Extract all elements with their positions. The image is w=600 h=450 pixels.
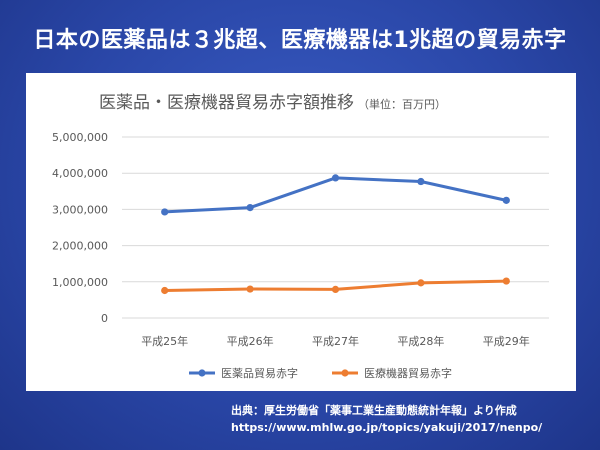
y-tick-label: 2,000,000 bbox=[52, 240, 108, 253]
data-point bbox=[417, 177, 425, 186]
data-point bbox=[246, 285, 254, 293]
legend-label: 医薬品貿易赤字 bbox=[221, 366, 298, 380]
data-point bbox=[161, 286, 169, 295]
data-point bbox=[417, 279, 425, 287]
y-tick-label: 1,000,000 bbox=[52, 276, 108, 289]
source-citation: 出典：厚生労働省「薬事工業生産動態統計年報」より作成 bbox=[231, 404, 517, 417]
data-point bbox=[331, 285, 340, 294]
series-line bbox=[163, 176, 508, 214]
x-tick-label: 平成28年 bbox=[397, 334, 444, 348]
data-point bbox=[331, 174, 340, 182]
source-note: 出典：厚生労働省「薬事工業生産動態統計年報」より作成 https://www.m… bbox=[231, 402, 542, 436]
source-url[interactable]: https://www.mhlw.go.jp/topics/yakuji/201… bbox=[231, 421, 543, 434]
x-tick-label: 平成27年 bbox=[312, 334, 359, 348]
data-point bbox=[502, 277, 510, 285]
legend-label: 医療機器貿易赤字 bbox=[364, 366, 452, 380]
x-tick-label: 平成26年 bbox=[227, 334, 274, 348]
x-tick-label: 平成29年 bbox=[483, 334, 530, 348]
chart-panel: 医薬品・医療機器貿易赤字額推移 （単位：百万円） 0 1,000,000 2,000,0… bbox=[26, 73, 576, 391]
chart-title: 医薬品・医療機器貿易赤字額推移 （単位：百万円） bbox=[99, 93, 446, 113]
y-tick-label: 4,000,000 bbox=[52, 167, 108, 180]
line-chart: 医薬品・医療機器貿易赤字額推移 （単位：百万円） 0 1,000,000 2,000,0… bbox=[52, 93, 549, 380]
y-tick-label: 0 bbox=[101, 312, 108, 325]
y-tick-label: 5,000,000 bbox=[52, 131, 108, 144]
data-point bbox=[502, 196, 510, 204]
data-point bbox=[246, 203, 254, 212]
y-tick-label: 3,000,000 bbox=[52, 203, 108, 216]
slide-title: 日本の医薬品は３兆超、医療機器は1兆超の貿易赤字 bbox=[33, 28, 567, 53]
x-tick-label: 平成25年 bbox=[141, 334, 188, 348]
legend-marker bbox=[198, 369, 206, 377]
data-point bbox=[161, 208, 169, 216]
legend-marker bbox=[341, 369, 349, 377]
